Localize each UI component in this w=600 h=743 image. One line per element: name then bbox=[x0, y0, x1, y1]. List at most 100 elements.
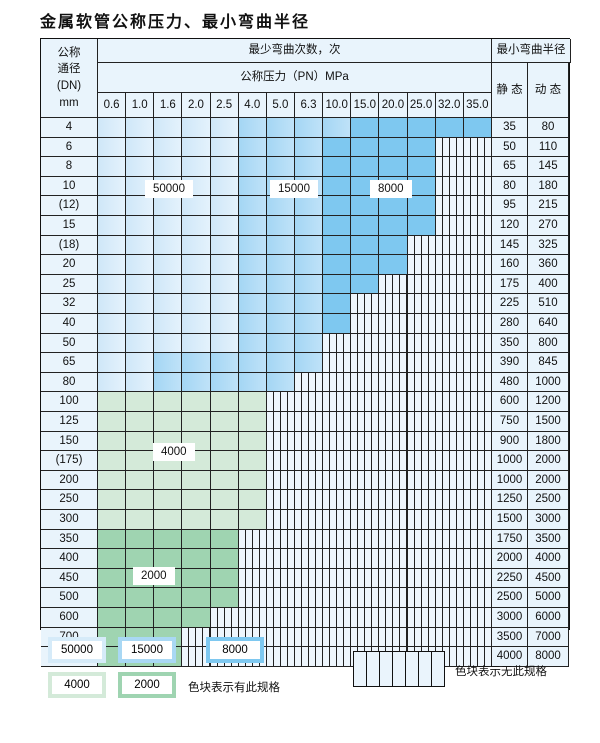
spec-cell-B bbox=[238, 274, 267, 295]
spec-cell-B bbox=[266, 196, 295, 216]
spec-cell-X bbox=[266, 392, 295, 412]
spec-cell-A bbox=[210, 157, 239, 177]
spec-cell-X bbox=[435, 392, 464, 412]
dynamic-radius-cell: 845 bbox=[528, 353, 569, 373]
spec-cell-E bbox=[126, 608, 155, 628]
pressure-col-10.0: 10.0 bbox=[323, 93, 352, 118]
spec-cell-X bbox=[463, 392, 492, 412]
spec-cell-X bbox=[407, 255, 436, 275]
dn-cell: 500 bbox=[41, 588, 98, 608]
spec-cell-X bbox=[463, 608, 492, 628]
spec-cell-X bbox=[323, 549, 352, 569]
legend-50000: 50000 bbox=[48, 637, 106, 663]
spec-cell-B bbox=[266, 118, 295, 138]
spec-cell-E bbox=[182, 549, 211, 569]
dynamic-radius-cell: 6000 bbox=[528, 608, 569, 628]
spec-cell-X bbox=[435, 549, 464, 569]
spec-cell-A bbox=[98, 196, 127, 216]
spec-cell-X bbox=[323, 588, 352, 608]
spec-cell-B bbox=[238, 176, 267, 197]
spec-cell-X bbox=[379, 490, 408, 510]
spec-cell-X bbox=[351, 510, 380, 530]
spec-cell-B bbox=[266, 255, 295, 275]
spec-cell-X bbox=[351, 431, 380, 452]
static-header: 静 态 bbox=[492, 63, 528, 118]
spec-cell-A bbox=[154, 333, 183, 354]
spec-cell-X bbox=[463, 196, 492, 216]
dn-cell: 350 bbox=[41, 529, 98, 550]
dynamic-radius-cell: 270 bbox=[528, 216, 569, 236]
dn-cell: 10 bbox=[41, 176, 98, 197]
spec-cell-A bbox=[126, 255, 155, 275]
spec-cell-X bbox=[379, 294, 408, 314]
spec-cell-X bbox=[435, 157, 464, 177]
dn-cell: 100 bbox=[41, 392, 98, 412]
spec-cell-E bbox=[154, 529, 183, 550]
spec-cell-D bbox=[154, 392, 183, 412]
spec-cell-A bbox=[154, 255, 183, 275]
dn-cell: 50 bbox=[41, 333, 98, 354]
spec-cell-X bbox=[323, 451, 352, 471]
spec-cell-X bbox=[294, 412, 324, 432]
spec-cell-X bbox=[323, 568, 352, 589]
dn-cell: 80 bbox=[41, 372, 98, 393]
spec-cell-A bbox=[182, 333, 211, 354]
spec-cell-A bbox=[98, 216, 127, 236]
spec-cell-X bbox=[294, 549, 324, 569]
static-radius-cell: 900 bbox=[492, 431, 528, 452]
dynamic-radius-cell: 5000 bbox=[528, 588, 569, 608]
spec-cell-B bbox=[210, 372, 239, 393]
static-radius-cell: 145 bbox=[492, 235, 528, 256]
spec-cell-D bbox=[154, 490, 183, 510]
spec-cell-C bbox=[351, 118, 380, 138]
spec-cell-C bbox=[323, 196, 352, 216]
spec-cell-C bbox=[379, 157, 408, 177]
spec-cell-X bbox=[463, 470, 492, 491]
dn-cell: (175) bbox=[41, 451, 98, 471]
spec-cell-A bbox=[210, 274, 239, 295]
static-radius-cell: 3000 bbox=[492, 608, 528, 628]
region-label-50000: 50000 bbox=[145, 180, 193, 198]
spec-cell-X bbox=[266, 490, 295, 510]
spec-cell-X bbox=[463, 314, 492, 334]
spec-cell-A bbox=[126, 274, 155, 295]
spec-cell-C bbox=[379, 137, 408, 158]
spec-cell-D bbox=[126, 490, 155, 510]
spec-cell-X bbox=[238, 549, 267, 569]
spec-cell-C bbox=[407, 216, 436, 236]
spec-cell-X bbox=[463, 137, 492, 158]
legend-label: 8000 bbox=[210, 641, 260, 659]
spec-cell-X bbox=[238, 529, 267, 550]
spec-cell-X bbox=[294, 647, 324, 667]
spec-cell-X bbox=[407, 470, 436, 491]
spec-cell-B bbox=[266, 314, 295, 334]
dynamic-radius-cell: 80 bbox=[528, 118, 569, 138]
spec-cell-A bbox=[98, 137, 127, 158]
spec-cell-X bbox=[323, 608, 352, 628]
legend-4000: 4000 bbox=[48, 672, 106, 698]
spec-cell-X bbox=[379, 431, 408, 452]
spec-cell-X bbox=[435, 255, 464, 275]
spec-cell-A bbox=[182, 314, 211, 334]
spec-cell-D bbox=[126, 392, 155, 412]
spec-cell-X bbox=[210, 608, 239, 628]
dn-cell: 450 bbox=[41, 568, 98, 589]
spec-cell-A bbox=[154, 196, 183, 216]
spec-cell-D bbox=[238, 470, 267, 491]
spec-cell-A bbox=[210, 118, 239, 138]
pressure-col-6.3: 6.3 bbox=[294, 93, 324, 118]
static-radius-cell: 35 bbox=[492, 118, 528, 138]
spec-cell-X bbox=[379, 627, 408, 648]
spec-cell-E bbox=[98, 568, 127, 589]
spec-cell-A bbox=[98, 176, 127, 197]
spec-cell-X bbox=[351, 294, 380, 314]
region-label-15000: 15000 bbox=[270, 180, 318, 198]
spec-cell-D bbox=[98, 510, 127, 530]
dynamic-radius-cell: 4000 bbox=[528, 549, 569, 569]
spec-cell-X bbox=[351, 372, 380, 393]
spec-cell-C bbox=[407, 157, 436, 177]
spec-cell-X bbox=[294, 608, 324, 628]
spec-cell-D bbox=[154, 470, 183, 491]
spec-cell-X bbox=[435, 451, 464, 471]
spec-cell-A bbox=[126, 294, 155, 314]
